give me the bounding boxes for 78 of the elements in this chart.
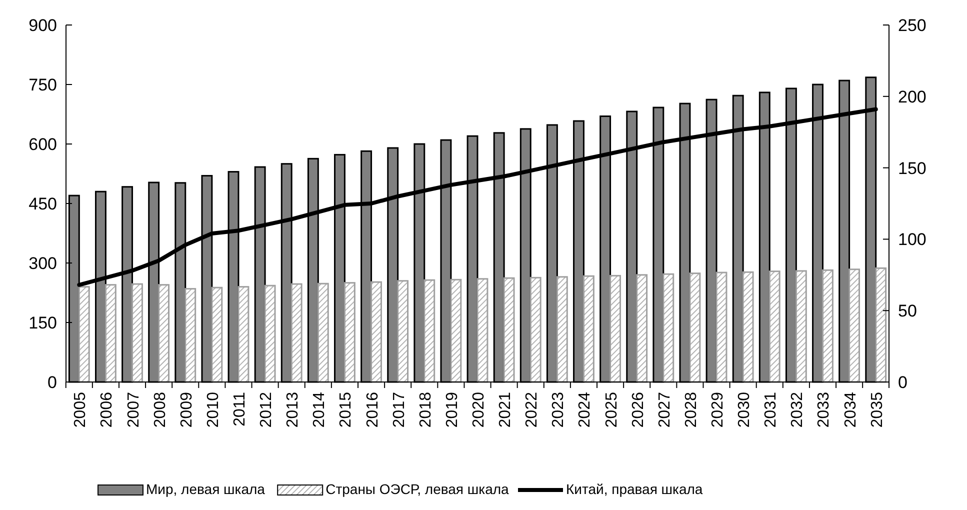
x-tick-label: 2026 (630, 392, 647, 428)
bar (610, 274, 621, 383)
bar (716, 272, 728, 383)
x-tick-label: 2027 (656, 392, 674, 428)
legend-label: Страны ОЭСР, левая шкала (326, 481, 510, 497)
bar (875, 267, 887, 383)
bar (344, 282, 356, 383)
x-tick-label: 2014 (311, 392, 328, 428)
bar (132, 283, 143, 383)
bar (184, 288, 196, 383)
bar (78, 286, 90, 383)
x-tick-label: 2008 (152, 392, 169, 428)
x-tick-label: 2025 (603, 392, 620, 428)
x-tick-label: 2012 (258, 392, 276, 428)
y2-tick-label: 200 (898, 87, 926, 106)
x-tick-label: 2024 (576, 392, 594, 428)
bar (397, 280, 409, 383)
bar (848, 268, 860, 383)
bar (662, 273, 674, 383)
bar (636, 274, 648, 383)
y-tick-label: 600 (28, 134, 57, 154)
x-tick-label: 2032 (789, 392, 806, 428)
y2-tick-label: 50 (898, 302, 917, 321)
y-tick-label: 0 (48, 372, 57, 392)
y-tick-label: 450 (28, 194, 57, 214)
x-tick-label: 2011 (231, 392, 248, 426)
bar (264, 284, 276, 383)
x-tick-label: 2023 (550, 392, 568, 428)
x-tick-label: 2013 (284, 392, 302, 428)
bar (556, 276, 568, 383)
bar (450, 278, 462, 383)
bar (822, 269, 834, 383)
x-tick-label: 2021 (497, 392, 514, 428)
bar (742, 271, 754, 383)
x-tick-label: 2010 (204, 392, 222, 428)
bar (317, 282, 329, 383)
x-tick-label: 2006 (98, 392, 116, 428)
bar (689, 272, 701, 383)
x-tick-label: 2034 (842, 392, 860, 428)
x-tick-label: 2035 (868, 392, 886, 428)
bar (795, 270, 807, 383)
y2-tick-label: 250 (898, 16, 926, 35)
x-tick-label: 2007 (125, 392, 142, 428)
y-tick-label: 300 (28, 254, 57, 273)
x-tick-label: 2017 (390, 392, 408, 428)
x-tick-label: 2019 (444, 392, 461, 428)
x-tick-label: 2016 (364, 392, 382, 428)
bar (768, 270, 780, 383)
y2-tick-label: 100 (898, 230, 926, 250)
y-tick-label: 150 (28, 313, 57, 332)
legend-label: Китай, правая шкала (566, 481, 703, 497)
bar (503, 277, 515, 383)
y-tick-label: 750 (28, 75, 57, 94)
bar (424, 279, 436, 383)
bar (530, 276, 542, 383)
bar (238, 286, 250, 383)
x-tick-label: 2030 (736, 392, 754, 428)
x-tick-label: 2015 (338, 392, 355, 428)
bar (158, 284, 170, 383)
bar (104, 284, 116, 383)
bar (476, 278, 488, 383)
legend-label: Мир, левая шкала (146, 481, 266, 497)
x-tick-label: 2028 (682, 392, 700, 428)
x-tick-label: 2020 (470, 392, 488, 428)
bar (290, 283, 302, 383)
x-tick-label: 2018 (417, 392, 434, 428)
x-tick-label: 2033 (816, 392, 833, 428)
bar (211, 286, 223, 383)
x-tick-label: 2005 (72, 392, 90, 428)
y2-tick-label: 0 (898, 372, 908, 392)
x-tick-label: 2022 (524, 392, 541, 428)
y2-tick-label: 150 (898, 158, 926, 178)
y-tick-label: 900 (28, 16, 57, 35)
x-tick-label: 2029 (710, 392, 727, 428)
x-tick-label: 2009 (178, 392, 196, 428)
bar (370, 281, 382, 383)
bar (582, 275, 594, 383)
x-tick-label: 2031 (762, 392, 780, 428)
